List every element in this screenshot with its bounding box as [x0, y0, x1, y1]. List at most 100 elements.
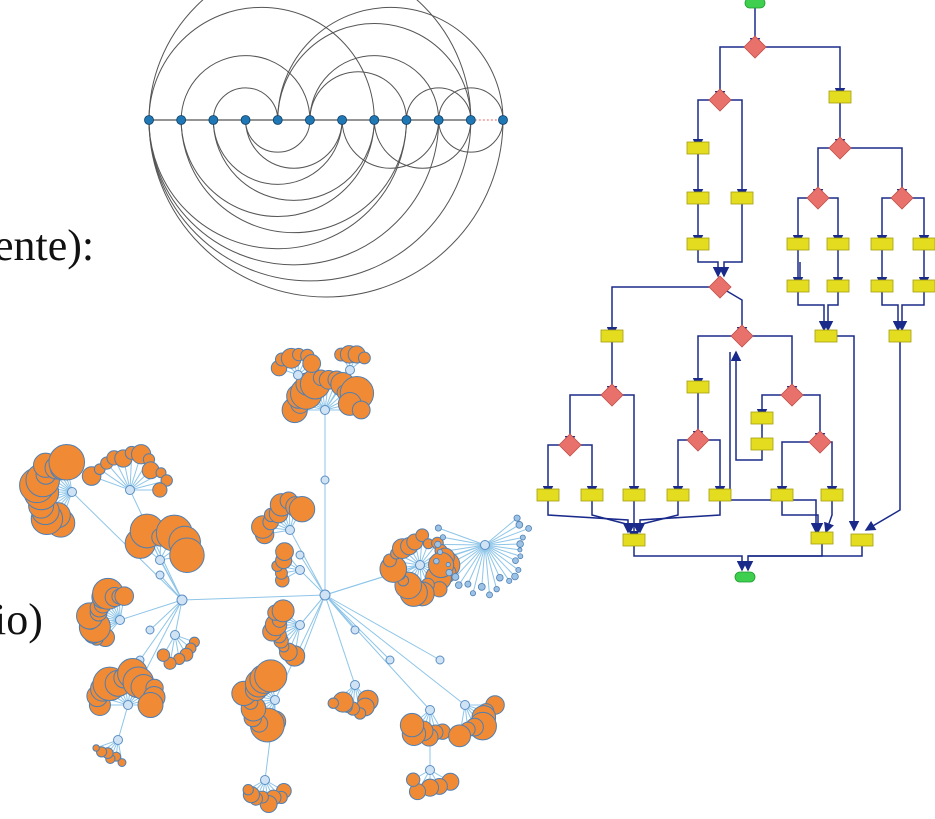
tree-edge	[289, 529, 326, 596]
flow-edge	[692, 335, 742, 389]
process-node	[686, 237, 710, 251]
tree-edge	[484, 544, 501, 578]
radial-tree-diagram	[19, 345, 532, 814]
flow-edge	[612, 394, 640, 497]
tree-hub-node	[425, 765, 435, 775]
tree-edge	[129, 479, 167, 491]
arc-node	[465, 115, 476, 125]
tree-edge	[484, 544, 516, 577]
arc-link	[180, 119, 407, 234]
decision-node	[686, 428, 710, 452]
flow-edge	[742, 335, 798, 397]
tree-small-node	[439, 534, 446, 541]
tree-hub-node	[145, 625, 155, 635]
arc-link	[309, 55, 440, 121]
tree-edge	[484, 544, 510, 582]
arc-link	[438, 87, 504, 121]
tree-hub-node	[293, 370, 303, 380]
terminal-node	[734, 571, 756, 583]
tree-hub-node	[155, 555, 165, 565]
process-node	[810, 531, 834, 545]
flow-edge	[718, 198, 743, 278]
tree-edge	[442, 536, 486, 546]
flow-edge	[896, 286, 925, 332]
tree-edge	[472, 544, 486, 594]
tree-leaf-node	[327, 697, 339, 709]
process-node	[730, 191, 754, 205]
tree-edge	[299, 569, 326, 596]
arc-link	[405, 87, 472, 121]
arc-node	[176, 115, 187, 125]
tree-hub-node	[460, 700, 470, 710]
tree-leaf-node	[169, 537, 205, 573]
arc-link	[373, 119, 472, 169]
tree-leaf-node	[415, 528, 430, 543]
tree-leaf-node	[399, 712, 425, 738]
process-node	[686, 380, 710, 394]
flow-edge	[755, 46, 846, 99]
tree-small-node	[517, 553, 524, 560]
process-node	[536, 488, 560, 502]
tree-leaf-node	[160, 474, 173, 487]
tree-leaf-node	[302, 354, 322, 373]
tree-leaf-node	[48, 443, 86, 481]
tree-small-node	[451, 573, 460, 581]
arc-link	[148, 119, 504, 298]
tree-hub-node	[125, 485, 135, 495]
tree-edge	[484, 543, 521, 546]
arc-link	[212, 119, 375, 201]
arc-links	[148, 0, 504, 298]
tree-hub-node	[123, 700, 133, 710]
tree-edge	[467, 544, 486, 585]
process-node	[870, 237, 894, 251]
tree-hub-node	[176, 594, 188, 606]
flow-edge	[864, 336, 901, 531]
process-node	[828, 90, 852, 104]
process-node	[850, 533, 874, 547]
tree-small-node	[512, 557, 519, 564]
tree-small-node	[517, 547, 523, 553]
tree-small-node	[516, 540, 524, 548]
arc-node	[498, 115, 508, 125]
decision-node	[808, 430, 832, 454]
process-node	[622, 488, 646, 502]
tree-edge	[484, 544, 516, 562]
flow-edge	[719, 286, 748, 338]
tree-hub-node	[295, 550, 305, 560]
tree-edge	[484, 524, 520, 546]
arc-link	[341, 119, 440, 169]
flow-edge	[797, 286, 830, 332]
arc-link	[245, 119, 311, 153]
tree-hub-node	[295, 565, 305, 575]
tree-hub-node	[270, 695, 280, 705]
arc-node	[144, 115, 154, 125]
flow-edge	[881, 286, 904, 332]
tree-small-node	[433, 557, 440, 565]
process-node	[912, 237, 935, 251]
process-node	[622, 533, 646, 547]
arc-node	[240, 115, 251, 125]
tree-hub-node	[320, 405, 330, 415]
tree-small-node	[486, 591, 493, 599]
tree-leaf-node	[275, 542, 294, 561]
tree-hub-node	[425, 705, 435, 715]
process-node	[912, 279, 935, 293]
tree-leaf-node	[351, 400, 371, 420]
flow-edge	[633, 540, 748, 572]
decision-node	[828, 136, 852, 160]
tree-edge	[484, 517, 518, 546]
tree-small-node	[469, 590, 477, 597]
decision-node	[708, 275, 732, 299]
tree-hub-node	[170, 630, 180, 640]
tree-small-node	[525, 525, 532, 532]
decision-node	[730, 324, 754, 348]
tree-small-node	[515, 566, 522, 573]
tree-small-node	[477, 583, 486, 591]
flow-edge	[748, 540, 863, 557]
flow-edge	[822, 286, 839, 332]
tree-edge	[139, 599, 183, 661]
tree-edge	[117, 704, 129, 741]
tree-leaf-node	[137, 691, 164, 719]
process-node	[826, 237, 850, 251]
tree-edge	[481, 544, 486, 587]
